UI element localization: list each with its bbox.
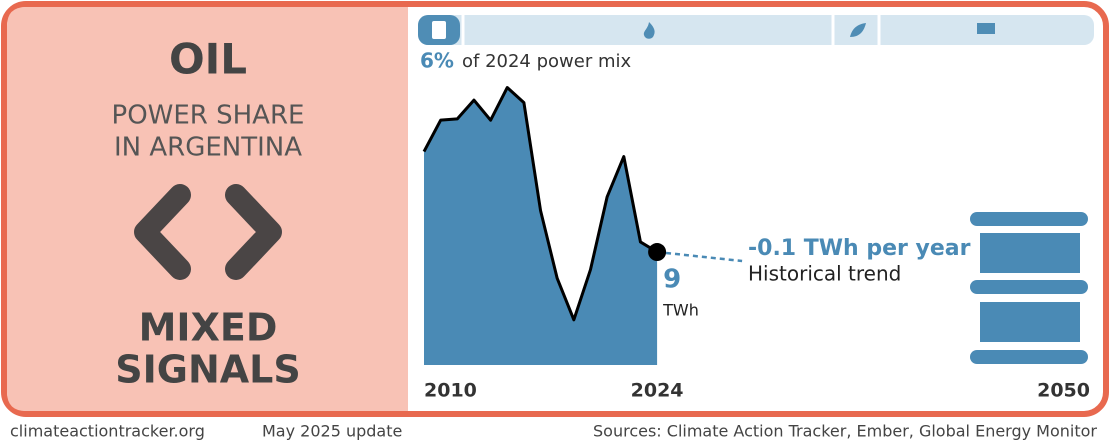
- panel-subtitle: POWER SHARE: [112, 101, 305, 131]
- latest-unit: TWh: [662, 301, 699, 320]
- trend-label: -0.1 TWh per year: [748, 236, 971, 261]
- trend-text: Historical trend: [748, 262, 901, 286]
- share-text: of 2024 power mix: [462, 51, 631, 72]
- barrel-icon: [970, 212, 1088, 364]
- latest-point: [648, 243, 667, 262]
- footer-site: climateactiontracker.org: [10, 422, 205, 441]
- footer-update: May 2025 update: [262, 422, 402, 441]
- bio-icon: [850, 23, 866, 37]
- oil-icon: [432, 21, 446, 39]
- share-label: 6%: [420, 49, 454, 73]
- solar-icon: [977, 23, 995, 34]
- gas-icon: [643, 22, 655, 39]
- signal-text: SIGNALS: [115, 348, 301, 392]
- area-line: [422, 86, 658, 322]
- panel-title: OIL: [169, 35, 247, 84]
- signal-text: MIXED: [139, 306, 278, 350]
- left-panel: [7, 7, 408, 411]
- panel-subtitle: IN ARGENTINA: [114, 133, 302, 163]
- footer-sources: Sources: Climate Action Tracker, Ember, …: [593, 422, 1097, 441]
- mix-bar: [418, 15, 1094, 45]
- x-tick-label: 2024: [631, 380, 684, 402]
- latest-value: 9: [663, 265, 681, 295]
- area: [424, 87, 658, 365]
- x-tick-label: 2050: [1037, 380, 1090, 402]
- mixed-icon: [134, 184, 282, 280]
- x-tick-label: 2010: [424, 380, 477, 402]
